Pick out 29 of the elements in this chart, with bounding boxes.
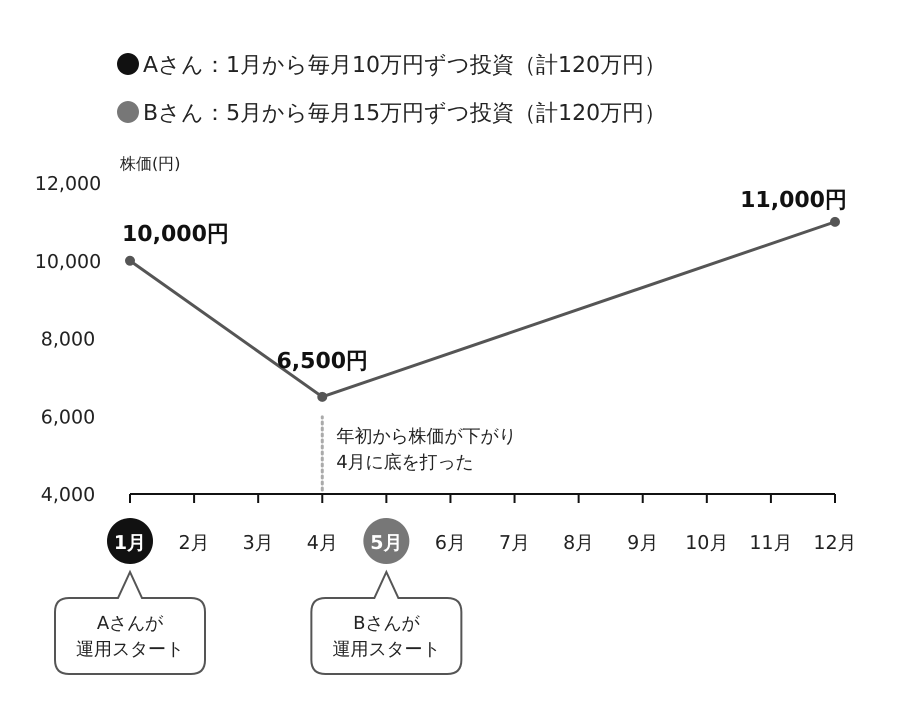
- y-tick-label: 4,000: [40, 484, 96, 506]
- x-tick-label: 11月: [749, 532, 793, 554]
- y-tick-label: 8,000: [40, 328, 96, 350]
- y-tick-label: 10,000: [34, 250, 102, 273]
- x-tick-label: 3月: [242, 532, 274, 554]
- x-tick-label: 12月: [813, 532, 857, 554]
- point: [317, 392, 328, 402]
- data-label: 11,000円: [740, 188, 847, 213]
- x-tick-label: 4月: [306, 532, 338, 554]
- x-tick-label: 5月: [370, 532, 402, 554]
- x-tick-label: 9月: [627, 532, 658, 554]
- x-tick-label: 2月: [178, 532, 210, 554]
- data-label: 6,500円: [276, 348, 368, 374]
- x-tick-label: 8月: [563, 532, 594, 554]
- x-tick-label: 7月: [499, 532, 530, 554]
- text: Bさん：5月から毎月15万円ずつ投資（計120万円）: [143, 101, 666, 126]
- y-tick-label: 12,000: [34, 173, 102, 195]
- text: Aさんが運用スタート: [76, 613, 184, 660]
- point: [830, 216, 840, 227]
- y-tick-label: 6,000: [40, 406, 96, 428]
- text: Bさんが運用スタート: [332, 613, 440, 660]
- text: Aさん：1月から毎月10万円ずつ投資（計120万円）: [143, 53, 666, 78]
- x-tick-label: 10月: [685, 532, 728, 554]
- x-tick-label: 1月: [114, 532, 146, 554]
- y-axis-title: 株価(円): [119, 154, 180, 173]
- data-label: 10,000円: [122, 222, 229, 247]
- x-tick-label: 6月: [434, 532, 466, 554]
- point: [125, 256, 135, 266]
- ref-line-label: 年初から株価が下がり4月に底を打った: [336, 426, 516, 474]
